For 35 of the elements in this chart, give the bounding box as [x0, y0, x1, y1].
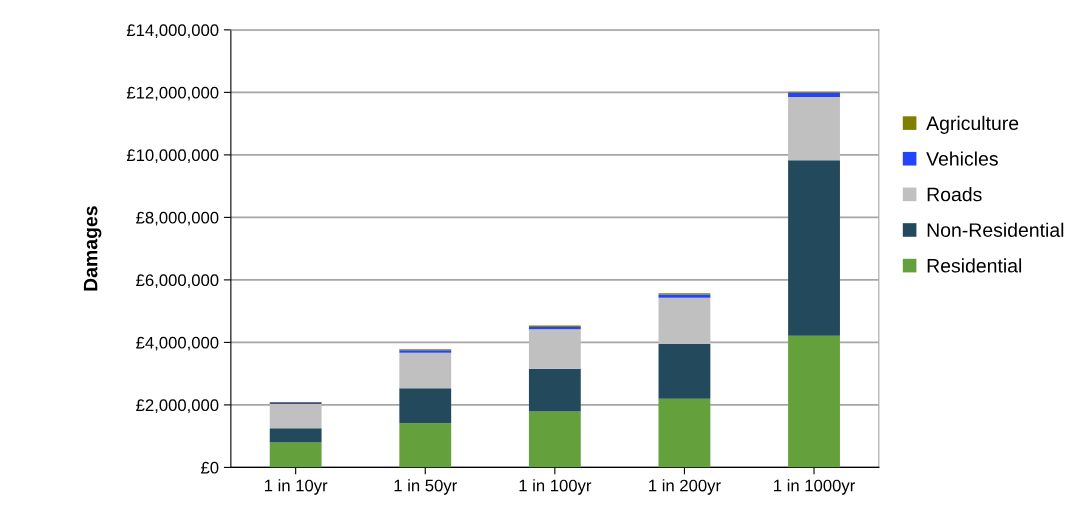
x-tick-label: 1 in 200yr — [649, 479, 721, 495]
bar — [269, 442, 322, 468]
y-tick-label: £2,000,000 — [136, 399, 219, 414]
bar — [399, 423, 452, 468]
legend-label: Agriculture — [926, 115, 1019, 134]
y-tick-label: £6,000,000 — [136, 274, 219, 289]
y-tick-label: £4,000,000 — [136, 336, 219, 351]
legend-label: Non-Residential — [927, 222, 1064, 237]
legend-label: Vehicles — [926, 151, 998, 166]
y-tick-label: £14,000,000 — [126, 24, 219, 39]
bar — [399, 388, 452, 424]
y-tick-label: £0 — [201, 461, 219, 474]
bar — [269, 428, 322, 443]
bar — [528, 329, 581, 369]
y-tick-label: £10,000,000 — [126, 149, 219, 164]
x-tick-label: 1 in 100yr — [519, 479, 592, 495]
bar — [658, 398, 711, 468]
bar — [658, 343, 711, 399]
bar — [528, 411, 581, 468]
bar — [399, 352, 452, 389]
legend-label: Roads — [927, 187, 982, 202]
y-tick-label: £12,000,000 — [126, 86, 219, 101]
bar — [788, 335, 840, 468]
bar — [658, 297, 711, 344]
bar — [528, 368, 581, 412]
bar — [788, 160, 840, 336]
y-tick-label: £8,000,000 — [136, 211, 219, 226]
bar — [788, 97, 840, 161]
y-axis-title: Damages — [83, 206, 102, 291]
legend-label: Residential — [927, 258, 1022, 273]
x-tick-label: 1 in 1000yr — [774, 479, 855, 495]
bar — [788, 92, 840, 98]
bar — [269, 403, 322, 429]
x-tick-label: 1 in 50yr — [394, 479, 457, 495]
x-tick-label: 1 in 10yr — [264, 479, 328, 495]
